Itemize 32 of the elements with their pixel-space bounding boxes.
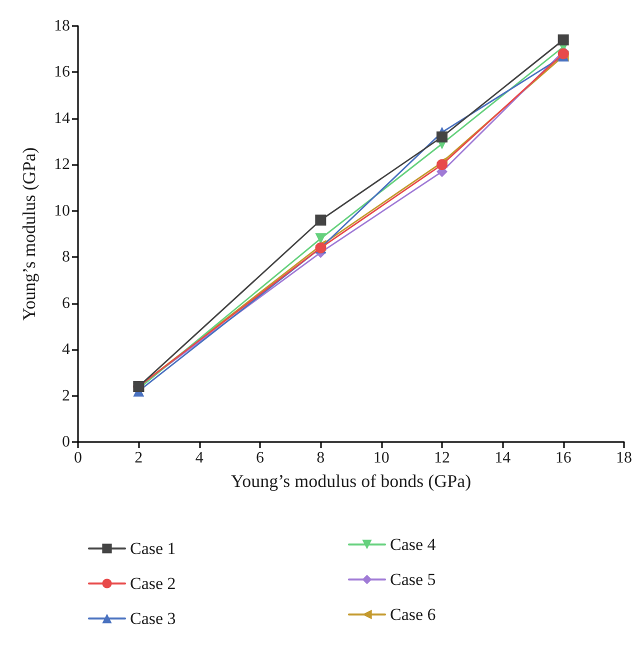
x-tick-label: 14 (494, 450, 511, 466)
legend-label: Case 3 (130, 609, 176, 628)
y-tick-label: 6 (62, 294, 70, 312)
x-tick-label: 10 (373, 450, 390, 466)
y-tick-label: 16 (54, 64, 70, 81)
legend-label: Case 4 (390, 535, 436, 554)
x-tick-label: 4 (195, 450, 204, 466)
y-tick-label: 0 (62, 434, 70, 450)
y-axis-title: Young’s modulus (GPa) (19, 147, 39, 321)
y-tick-label: 10 (54, 202, 70, 220)
legend-label: Case 1 (130, 539, 176, 558)
x-tick-label: 16 (555, 450, 572, 466)
x-axis-title: Young’s modulus of bonds (GPa) (230, 471, 472, 491)
x-tick-label: 2 (134, 450, 143, 466)
point (558, 34, 569, 46)
y-tick-label: 4 (62, 341, 70, 358)
legend-label: Case 2 (130, 574, 176, 593)
y-tick-label: 2 (62, 387, 70, 404)
y-tick-label: 8 (62, 248, 70, 266)
y-tick-label: 14 (54, 110, 70, 127)
x-tick-label: 18 (616, 450, 632, 466)
legend-label: Case 6 (390, 605, 436, 624)
point (315, 214, 326, 226)
point (436, 131, 448, 142)
x-tick-label: 8 (316, 450, 325, 466)
y-tick-label: 12 (54, 156, 70, 174)
point (558, 48, 569, 60)
x-tick-label: 6 (256, 450, 264, 466)
y-tick-label: 18 (54, 18, 70, 34)
x-tick-label: 0 (74, 450, 82, 466)
legend-label: Case 5 (390, 570, 436, 589)
x-tick-label: 12 (434, 450, 450, 466)
